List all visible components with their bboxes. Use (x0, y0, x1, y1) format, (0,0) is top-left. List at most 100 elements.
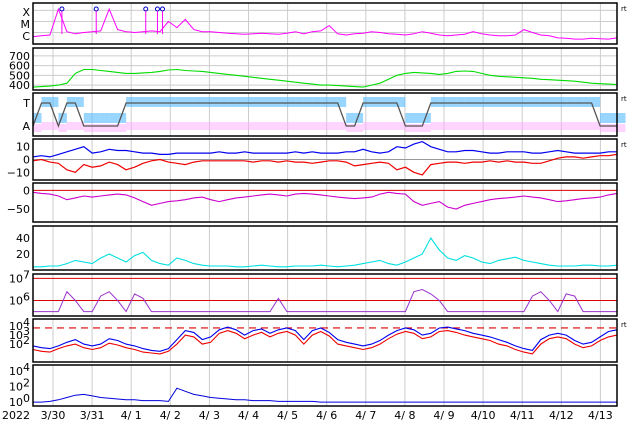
y-tick-label: 107 (9, 268, 30, 285)
right-marker: rt (621, 5, 627, 13)
sector-mark (185, 122, 194, 130)
sector-mark (109, 113, 118, 123)
sector-mark (185, 97, 194, 107)
x-tick-label: 4/ 7 (355, 409, 376, 422)
x-tick-label: 3/31 (80, 409, 105, 422)
sector-mark (413, 113, 423, 123)
sector-mark (490, 122, 499, 130)
y-tick-label: 500 (9, 69, 30, 82)
sector-mark (430, 122, 440, 130)
sector-mark (422, 113, 431, 123)
sector-mark (354, 124, 364, 132)
sector-mark (83, 124, 93, 132)
sector-mark (244, 97, 254, 107)
sector-mark (557, 122, 567, 130)
sector-mark (58, 113, 67, 123)
sector-mark (337, 97, 347, 107)
sector-mark (278, 97, 287, 107)
sector-mark (320, 122, 330, 130)
y-tick-label: 400 (9, 79, 30, 92)
sector-mark (405, 113, 414, 123)
sector-mark (210, 97, 220, 107)
panel-frame (32, 92, 618, 137)
sector-mark (159, 122, 169, 130)
sector-mark (413, 124, 423, 132)
y-tick-label: 103 (9, 325, 30, 342)
x-tick-label: 4/ 1 (121, 409, 142, 422)
sector-mark (92, 124, 101, 132)
x-tick-label: 4/13 (588, 409, 613, 422)
panel-proton-high (32, 364, 618, 407)
sector-mark (117, 124, 127, 132)
sector-mark (312, 97, 321, 107)
sector-mark (75, 122, 84, 130)
sector-mark (41, 122, 50, 130)
y-tick-label: 102 (9, 377, 30, 394)
sector-mark (447, 122, 457, 130)
sector-mark (600, 113, 609, 123)
sector-mark (456, 122, 465, 130)
sector-mark (100, 113, 110, 123)
y-tick-label: 10 (16, 141, 30, 154)
sector-mark (41, 97, 50, 107)
series-line (32, 153, 618, 176)
sector-mark (33, 124, 42, 132)
sector-mark (371, 97, 381, 107)
sector-mark (549, 97, 558, 107)
panel-frame (32, 225, 618, 271)
sector-mark (126, 97, 135, 107)
sector-mark (540, 97, 550, 107)
sector-mark (540, 122, 550, 130)
panel-xray-class: rt (32, 2, 627, 45)
sector-mark (439, 122, 448, 130)
panel-frame (32, 318, 618, 363)
sector-mark (219, 97, 228, 107)
sector-mark (557, 97, 567, 107)
sector-mark (371, 122, 381, 130)
sector-mark (506, 122, 516, 130)
sector-mark (464, 97, 474, 107)
sector-mark (608, 124, 618, 132)
series-line (33, 236, 618, 268)
sector-mark (591, 122, 601, 130)
sector-mark (566, 122, 575, 130)
y-tick-label: 102 (9, 334, 30, 351)
panel-electron-flux (32, 273, 618, 317)
sector-mark (286, 97, 296, 107)
sector-mark (227, 97, 237, 107)
y-tick-label: 104 (9, 361, 30, 378)
panel-dst (32, 182, 618, 223)
sector-mark (66, 122, 76, 130)
sector-mark (303, 122, 313, 130)
right-marker: rt (621, 95, 627, 103)
sector-mark (134, 97, 144, 107)
sector-mark (193, 122, 203, 130)
y-tick-label: 0 (23, 184, 30, 197)
sector-mark (236, 122, 245, 130)
sector-mark (117, 113, 127, 123)
sector-mark (380, 122, 389, 130)
sector-mark (574, 122, 584, 130)
x-tick-label: 4/11 (510, 409, 535, 422)
panel-imf-components: rt (32, 138, 627, 181)
sector-mark (329, 97, 338, 107)
sector-mark (278, 122, 287, 130)
sector-mark (329, 122, 338, 130)
sector-mark (498, 97, 508, 107)
sector-mark (227, 122, 237, 130)
sector-mark (464, 122, 474, 130)
panel-imf-sector: rt (32, 92, 627, 137)
panel-solar-wind-speed (32, 47, 618, 91)
sector-mark (49, 122, 59, 130)
sector-mark (269, 97, 279, 107)
sector-mark (236, 97, 245, 107)
sector-mark (396, 122, 406, 130)
sector-mark (523, 122, 533, 130)
sector-mark (490, 97, 499, 107)
right-marker: rt (621, 141, 627, 149)
sector-mark (168, 97, 177, 107)
series-line (33, 387, 617, 403)
sector-mark (515, 97, 524, 107)
sector-mark (58, 124, 67, 132)
